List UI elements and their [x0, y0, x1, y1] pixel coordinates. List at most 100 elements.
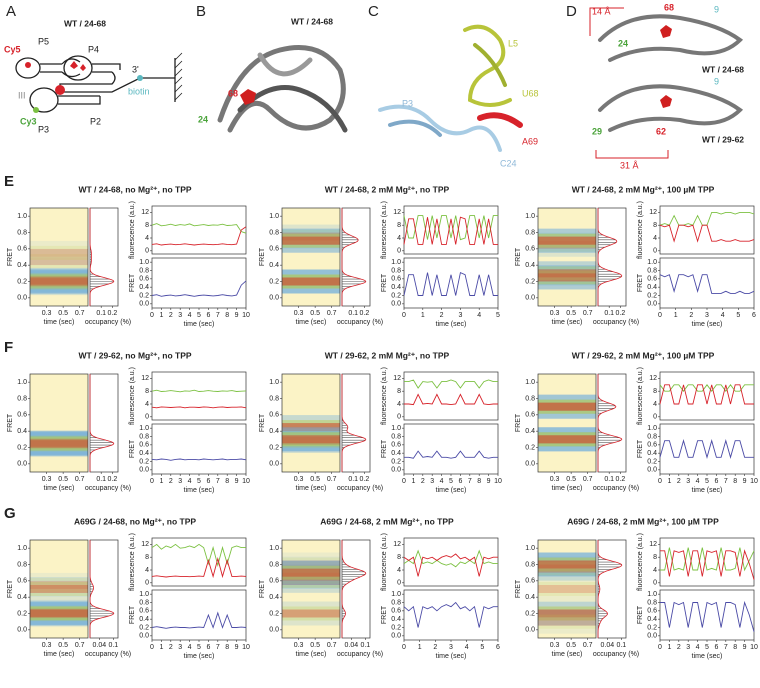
- density-red: [538, 273, 596, 282]
- density-blue: [282, 427, 340, 452]
- cy3-dot: [33, 107, 39, 113]
- density-blue: [282, 228, 340, 253]
- density-red: [282, 232, 340, 241]
- heatmap-background: [282, 208, 340, 306]
- density-blue: [282, 269, 340, 294]
- histogram-fit: [341, 208, 367, 306]
- x-tick-label: 0.2: [360, 310, 370, 317]
- density-red: [282, 423, 340, 432]
- density-yellow: [538, 432, 596, 447]
- density-yellow: [282, 432, 340, 447]
- heatmap: [30, 430, 88, 458]
- density-red: [282, 236, 340, 245]
- y-tick-label: 0: [397, 414, 401, 421]
- density-yellow: [282, 233, 340, 248]
- density-yellow: [538, 237, 596, 252]
- fret-trace: [403, 271, 498, 296]
- density-yellow: [538, 266, 596, 281]
- density-red: [282, 277, 340, 286]
- label: P3: [38, 124, 49, 134]
- panel-label: D: [566, 3, 577, 20]
- density-blue: [30, 433, 88, 458]
- density-yellow: [538, 606, 596, 621]
- y-tick-label: 0.8: [391, 433, 401, 440]
- acceptor-trace: [151, 406, 247, 409]
- density-blue: [282, 269, 340, 294]
- density-red: [282, 423, 340, 432]
- y-tick-label: 1.0: [139, 425, 149, 432]
- y-tick-label: 8: [653, 222, 657, 229]
- density-yellow: [282, 430, 340, 445]
- y-tick-label: 0.2: [269, 444, 279, 451]
- density-blue: [538, 427, 596, 452]
- frame: [659, 423, 755, 475]
- density-yellow: [282, 432, 340, 447]
- density-red: [30, 439, 88, 448]
- x-tick-label: 5: [705, 644, 709, 651]
- density-yellow: [282, 233, 340, 248]
- density-red: [30, 438, 88, 447]
- density-blue: [30, 601, 88, 626]
- panel-label: F: [4, 339, 13, 356]
- axis-label: FRET: [637, 273, 644, 292]
- density-blue: [30, 268, 88, 293]
- density-yellow: [538, 266, 596, 281]
- density-red: [282, 435, 340, 444]
- histogram-fit: [341, 374, 367, 472]
- fret-trace: [404, 450, 498, 459]
- density-blue: [282, 269, 340, 294]
- x-tick-label: 7: [216, 312, 220, 319]
- density-yellow: [30, 435, 88, 450]
- density-red: [538, 435, 596, 444]
- density-red: [538, 402, 596, 411]
- density-blue: [282, 228, 340, 253]
- acceptor-trace: [151, 226, 247, 246]
- density-blue: [538, 427, 596, 452]
- density-red: [30, 439, 88, 448]
- density-blue: [538, 556, 596, 581]
- density-yellow: [538, 399, 596, 414]
- density-yellow: [30, 606, 88, 621]
- density-blue: [30, 600, 88, 625]
- density-blue: [282, 228, 340, 253]
- density-yellow: [282, 569, 340, 584]
- density-yellow: [538, 399, 596, 414]
- y-tick-label: 0: [653, 414, 657, 421]
- y-tick-label: 12: [393, 375, 401, 382]
- density-blue: [282, 427, 340, 452]
- density-red: [282, 277, 340, 286]
- x-tick-label: 4: [696, 644, 700, 651]
- density-blue: [538, 601, 596, 626]
- density-yellow: [282, 420, 340, 435]
- density-yellow: [30, 274, 88, 289]
- density-yellow: [538, 432, 596, 447]
- density-blue: [538, 609, 596, 634]
- density-blue: [538, 228, 596, 253]
- label: 3': [132, 64, 139, 74]
- frame: [403, 423, 499, 475]
- density-blue: [30, 431, 88, 456]
- axis-label: fluorescence (a.u.): [381, 533, 388, 591]
- density-blue: [538, 552, 596, 577]
- density-blue: [282, 269, 340, 294]
- density-yellow: [538, 233, 596, 248]
- fret-trace: [151, 458, 247, 461]
- axis-label: FRET: [637, 439, 644, 458]
- density-yellow: [30, 274, 88, 289]
- y-tick-label: 1.0: [525, 213, 535, 220]
- density-yellow: [30, 436, 88, 451]
- density-yellow: [30, 437, 88, 452]
- density-yellow: [282, 274, 340, 289]
- axis-label: FRET: [259, 413, 266, 432]
- density-yellow: [30, 607, 88, 622]
- density-red: [30, 279, 88, 288]
- x-tick-label: 0.5: [58, 310, 68, 317]
- y-tick-label: 0.4: [269, 428, 279, 435]
- y-tick-label: 0.2: [139, 458, 149, 465]
- density-yellow: [282, 565, 340, 580]
- density-yellow: [538, 237, 596, 252]
- x-tick-label: 3: [178, 312, 182, 319]
- density-blue: [30, 601, 88, 626]
- density-red: [282, 435, 340, 444]
